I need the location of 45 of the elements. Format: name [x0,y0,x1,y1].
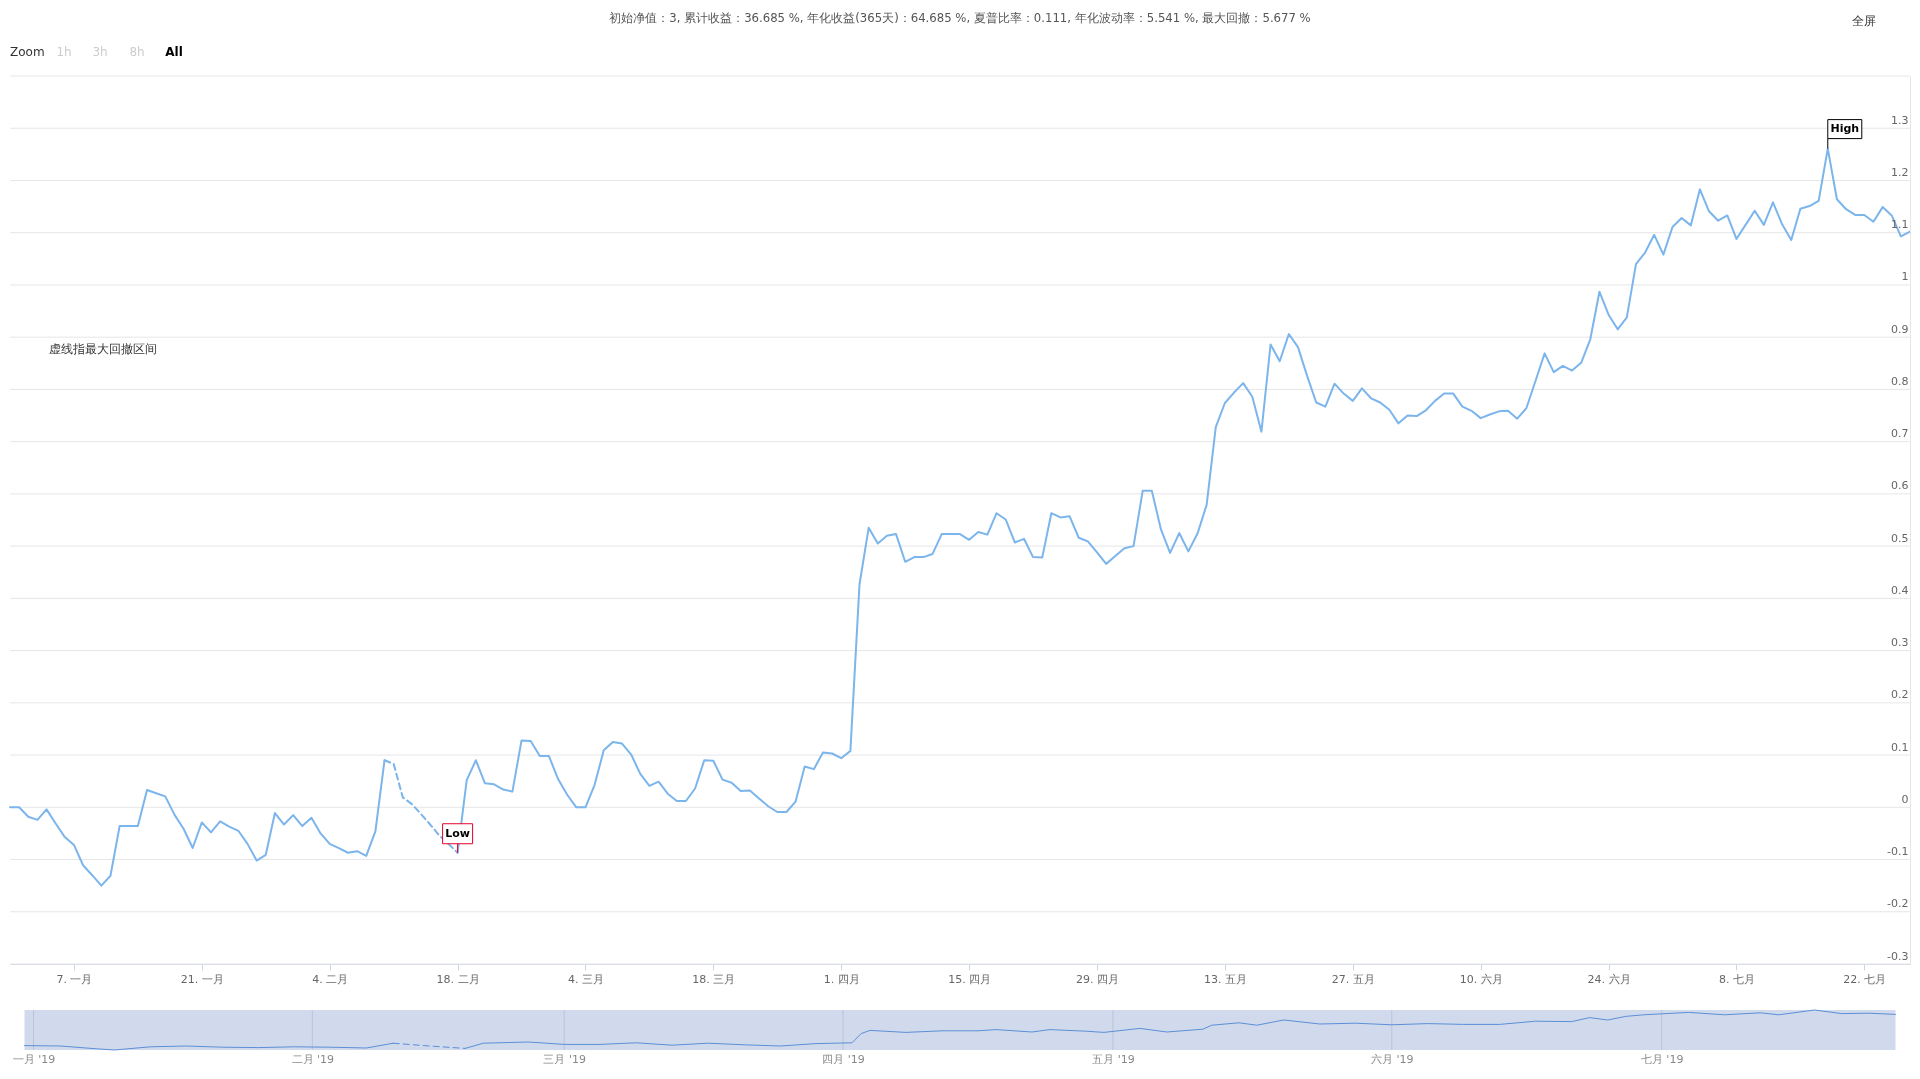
y-tick-label: 0.1 [1891,740,1909,754]
y-tick-label: 0.7 [1891,427,1909,441]
x-tick-label: 四月 '19 [822,1052,865,1066]
y-tick-label: 1 [1901,270,1909,284]
x-tick-label: 三月 '19 [543,1052,586,1066]
annotation: Low [445,826,470,840]
x-tick-label: 21. 一月 [180,972,224,986]
x-tick-label: 27. 五月 [1331,972,1375,986]
x-tick-label: 4. 三月 [567,972,604,986]
x-tick-label: 1. 四月 [823,972,860,986]
x-tick-label: 24. 六月 [1587,972,1631,986]
x-tick-label: 4. 二月 [312,972,349,986]
y-tick-label: 0.8 [1891,374,1909,388]
chart-title: 初始净值：3, 累计收益：36.685 %, 年化收益(365天)：64.685 %, 夏普比率：0.111, 年化波动率：5.541 %, 最大回撤：5.677 % [609,11,1311,25]
text: All [165,45,183,59]
x-tick-label: 22. 七月 [1843,972,1887,986]
x-tick-label: 二月 '19 [291,1052,335,1066]
y-tick-label: -0.1 [1887,845,1909,859]
x-tick-label: 7. 一月 [56,972,93,986]
y-tick-label: 0.5 [1891,531,1909,545]
x-tick-label: 8. 七月 [1718,972,1755,986]
x-tick-label: 一月 '19 [12,1052,56,1066]
y-tick-label: 0.4 [1891,583,1909,597]
y-tick-label: 0.2 [1891,688,1909,702]
x-tick-label: 七月 '19 [1640,1052,1684,1066]
y-tick-label: 0.6 [1891,479,1909,493]
y-tick-label: -0.2 [1887,897,1909,911]
annotation: 虚线指最大回撤区间 [49,342,157,356]
x-tick-label: 13. 五月 [1203,972,1247,986]
x-tick-label: 六月 '19 [1371,1052,1414,1066]
x-tick-label: 18. 三月 [692,972,736,986]
text: Zoom [10,45,45,59]
text: 全屏 [1852,14,1876,28]
y-tick-label: 1.2 [1891,165,1909,179]
y-tick-label: 0.9 [1891,322,1909,336]
x-tick-label: 15. 四月 [948,972,992,986]
x-tick-label: 29. 四月 [1076,972,1120,986]
x-tick-label: 五月 '19 [1092,1052,1135,1066]
y-tick-label: 1.3 [1891,113,1909,127]
annotation: High [1830,122,1860,136]
y-tick-label: 0 [1901,792,1909,806]
y-tick-label: 0.3 [1891,636,1909,650]
x-tick-label: 18. 二月 [436,972,480,986]
x-tick-label: 10. 六月 [1459,972,1503,986]
y-tick-label: -0.3 [1887,949,1909,963]
